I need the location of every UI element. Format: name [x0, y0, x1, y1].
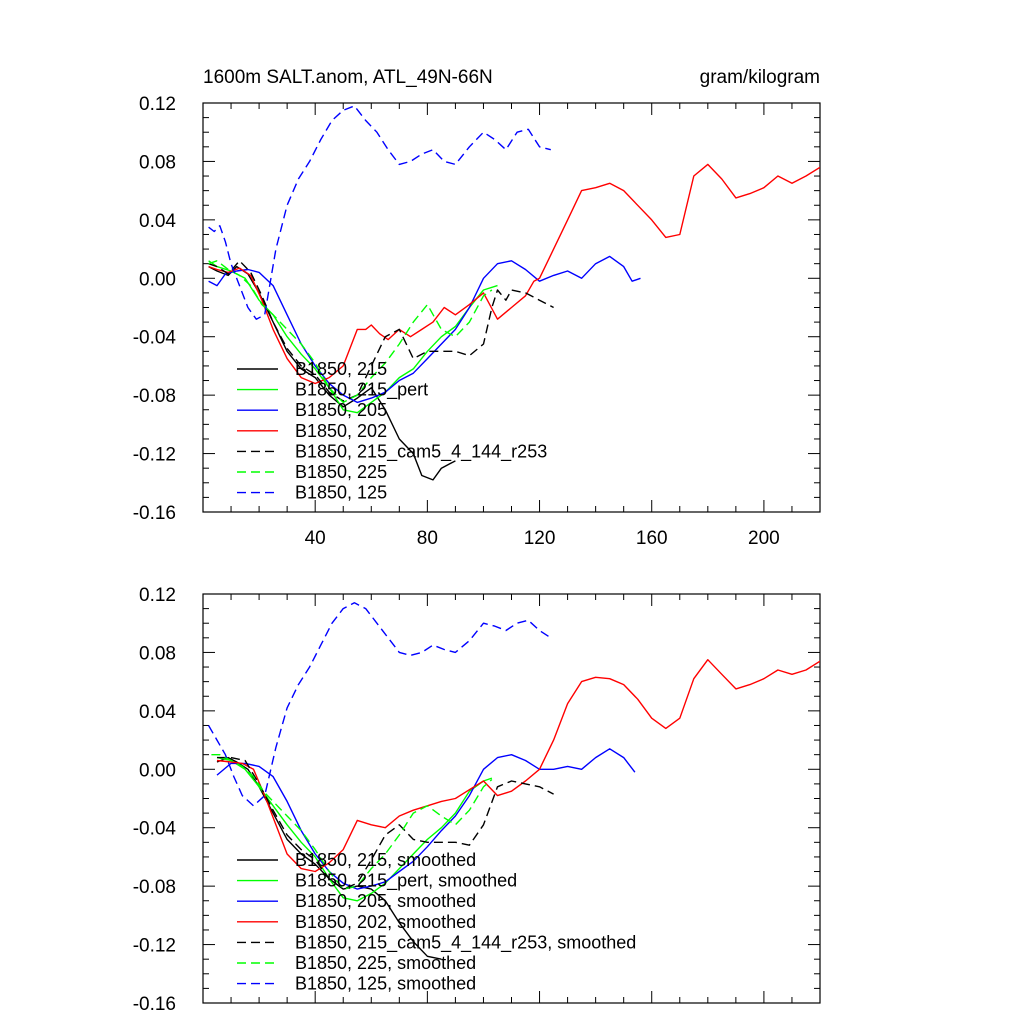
y-tick-label: -0.16 — [133, 994, 176, 1015]
series-line-4 — [216, 659, 820, 873]
legend-label: B1850, 215 — [295, 359, 387, 379]
top-panel: 40 80 120 160 200 -0.16 -0.12 -0.08 -0.04 0.00 0.0… — [133, 94, 821, 549]
series-line-2 — [208, 260, 498, 414]
series-line-6 — [208, 260, 493, 404]
chart-title: 1600m SALT.anom, ATL_49N-66N — [203, 67, 493, 88]
series-line-6 — [211, 754, 493, 890]
x-tick-label: 80 — [417, 528, 438, 549]
units-label: gram/kilogram — [700, 67, 820, 88]
bottom-panel: -0.16 -0.12 -0.08 -0.04 0.00 0.04 0.08 0.12 B185… — [133, 585, 821, 1015]
x-tick-label: 200 — [748, 528, 780, 549]
legend-label: B1850, 202, smoothed — [295, 912, 476, 932]
series-line-5 — [217, 756, 554, 890]
y-tick-label: 0.12 — [139, 585, 176, 606]
series-line-1 — [216, 756, 442, 960]
y-tick-label: -0.08 — [133, 386, 176, 407]
legend-label: B1850, 125, smoothed — [295, 974, 476, 994]
legend-label: B1850, 215_pert — [295, 380, 428, 401]
y-tick-label: 0.00 — [139, 269, 176, 290]
series-line-3 — [208, 255, 641, 404]
x-tick-label: 120 — [524, 528, 556, 549]
legend-label: B1850, 215_pert, smoothed — [295, 871, 517, 892]
legend-label: B1850, 215, smoothed — [295, 850, 476, 870]
y-tick-label: -0.16 — [133, 503, 176, 524]
y-tick-label: 0.08 — [139, 643, 176, 664]
y-tick-label: 0.00 — [139, 760, 176, 781]
series-group — [207, 602, 820, 960]
y-tick-label: 0.04 — [139, 702, 176, 723]
y-tick-label: 0.12 — [139, 94, 176, 115]
legend-label: B1850, 215_cam5_4_144_r253, smoothed — [295, 932, 636, 953]
x-tick-label: 40 — [305, 528, 326, 549]
series-line-4 — [208, 163, 820, 385]
legend-label: B1850, 125 — [295, 483, 387, 503]
y-tick-label: 0.04 — [139, 211, 176, 232]
y-tick-label: -0.04 — [133, 819, 177, 840]
series-group — [208, 105, 820, 481]
legend-label: B1850, 225 — [295, 462, 387, 482]
y-tick-label: -0.04 — [133, 328, 177, 349]
legend-label: B1850, 202 — [295, 421, 387, 441]
series-line-3 — [216, 748, 636, 890]
series-line-7 — [208, 105, 551, 320]
legend-label: B1850, 205 — [295, 400, 387, 420]
y-tick-label: 0.08 — [139, 152, 176, 173]
legend-label: B1850, 205, smoothed — [295, 891, 476, 911]
y-tick-label: -0.12 — [133, 445, 176, 466]
x-tick-label: 160 — [636, 528, 668, 549]
y-tick-label: -0.12 — [133, 936, 176, 957]
legend-label: B1850, 225, smoothed — [295, 953, 476, 973]
series-line-5 — [208, 260, 554, 402]
series-line-7 — [207, 602, 552, 807]
legend-label: B1850, 215_cam5_4_144_r253 — [295, 441, 547, 462]
y-tick-label: -0.08 — [133, 877, 176, 898]
